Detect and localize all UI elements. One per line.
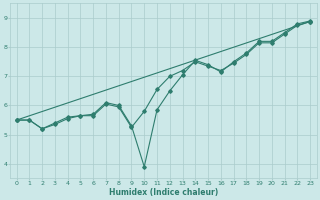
X-axis label: Humidex (Indice chaleur): Humidex (Indice chaleur) — [109, 188, 218, 197]
